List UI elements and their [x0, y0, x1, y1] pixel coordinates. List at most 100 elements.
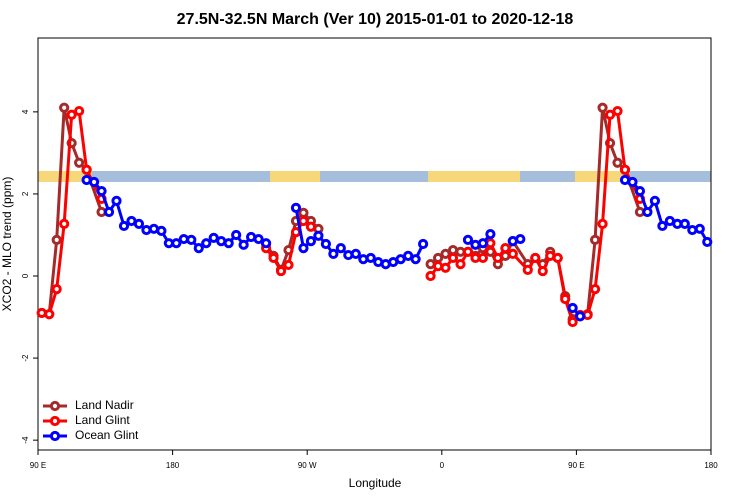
x-tick-label: 90 W: [298, 461, 317, 470]
data-point: [358, 254, 369, 265]
data-point: [283, 259, 294, 271]
y-tick-label: -2: [21, 354, 30, 362]
data-point: [268, 252, 279, 264]
data-point: [597, 102, 608, 113]
data-point: [253, 233, 264, 245]
data-point: [604, 109, 616, 120]
data-point: [260, 238, 272, 249]
data-point: [74, 157, 85, 168]
y-tick-label: -4: [21, 436, 30, 444]
data-point: [477, 252, 489, 264]
data-point: [59, 102, 70, 113]
data-point: [231, 229, 242, 241]
data-point: [238, 239, 249, 250]
data-point: [597, 218, 608, 229]
x-tick-label: 0: [440, 461, 445, 470]
data-point: [485, 229, 496, 240]
data-point: [619, 164, 631, 175]
data-point: [275, 265, 287, 277]
data-point: [589, 234, 601, 245]
legend-label: Ocean Glint: [75, 428, 139, 442]
data-point: [36, 307, 47, 319]
data-point: [500, 243, 511, 254]
data-point: [432, 252, 444, 264]
data-point: [425, 270, 436, 282]
data-point: [537, 265, 548, 277]
land-strip: [270, 171, 320, 182]
data-point: [133, 218, 145, 229]
data-point: [612, 105, 623, 117]
data-point: [59, 218, 70, 229]
data-point: [575, 311, 586, 322]
y-tick-label: 2: [21, 191, 30, 196]
legend-marker: [49, 430, 61, 442]
data-point: [201, 238, 212, 249]
data-point: [440, 248, 451, 259]
data-point: [111, 195, 122, 207]
x-tick-label: 90 E: [568, 461, 584, 470]
data-point: [298, 243, 309, 254]
legend-label: Land Nadir: [75, 398, 134, 412]
data-point: [223, 238, 234, 249]
data-point: [313, 230, 324, 241]
data-point: [679, 218, 690, 229]
y-axis-label: XCO2 - MLO trend (ppm): [0, 177, 14, 312]
data-point: [335, 243, 346, 254]
data-point: [589, 284, 601, 295]
data-point: [328, 248, 339, 259]
data-point: [156, 225, 167, 236]
legend-marker: [49, 415, 61, 427]
data-point: [66, 109, 77, 120]
data-point: [567, 316, 578, 328]
data-point: [74, 105, 85, 117]
data-point: [530, 252, 541, 264]
ocean-strip: [38, 171, 711, 182]
map-strip: [38, 171, 711, 182]
data-point: [627, 176, 638, 188]
land-strip: [575, 171, 629, 182]
series-line: [86, 178, 709, 318]
data-point: [522, 264, 533, 275]
data-point: [51, 284, 62, 295]
data-point: [88, 176, 100, 188]
data-point: [365, 252, 376, 264]
chart-title: 27.5N-32.5N March (Ver 10) 2015-01-01 to…: [177, 11, 574, 28]
data-point: [298, 207, 309, 218]
data-point: [634, 185, 646, 197]
data-point: [290, 202, 302, 213]
x-tick-label: 90 E: [30, 461, 46, 470]
data-point: [694, 223, 705, 234]
data-point: [687, 224, 698, 236]
data-point: [515, 233, 526, 245]
data-point: [649, 195, 661, 207]
data-point: [51, 234, 62, 245]
data-point: [612, 157, 623, 168]
data-point: [560, 293, 571, 305]
legend-label: Land Glint: [75, 413, 130, 427]
data-point: [96, 185, 107, 197]
legend-marker: [49, 400, 61, 412]
x-tick-label: 180: [704, 461, 718, 470]
data-point: [103, 206, 115, 218]
data-point: [193, 243, 204, 254]
data-point: [440, 262, 451, 273]
data-point: [462, 246, 474, 257]
data-point: [657, 220, 668, 232]
x-tick-label: 180: [166, 461, 180, 470]
data-point: [462, 234, 474, 245]
data-point: [320, 238, 331, 250]
land-strip: [38, 171, 92, 182]
data-point: [477, 238, 489, 249]
data-point: [582, 309, 593, 321]
data-point: [702, 236, 713, 248]
data-point: [305, 236, 317, 247]
data-point: [447, 252, 459, 264]
data-point: [44, 309, 55, 320]
data-point: [81, 164, 92, 175]
x-axis-label: Longitude: [349, 476, 402, 490]
plot-frame: [37, 37, 712, 451]
data-point: [141, 224, 152, 236]
data-point: [343, 249, 354, 261]
y-tick-label: 4: [21, 109, 30, 114]
